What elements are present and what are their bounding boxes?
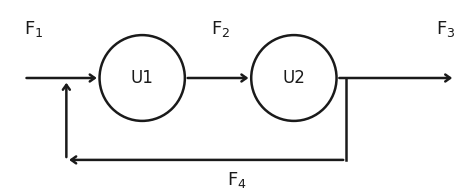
Text: F$_1$: F$_1$ bbox=[24, 19, 43, 39]
Text: U2: U2 bbox=[283, 69, 305, 87]
Text: F$_3$: F$_3$ bbox=[436, 19, 455, 39]
Text: F$_4$: F$_4$ bbox=[227, 170, 247, 190]
Text: F$_2$: F$_2$ bbox=[211, 19, 230, 39]
Text: U1: U1 bbox=[131, 69, 154, 87]
